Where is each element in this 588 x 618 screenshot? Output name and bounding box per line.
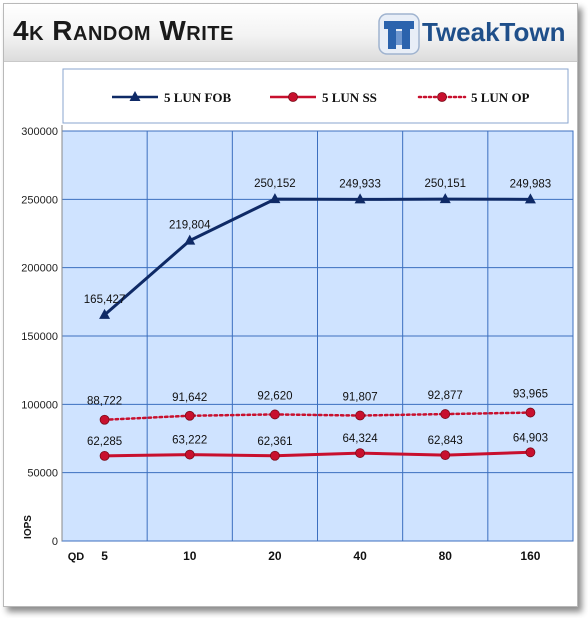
data-label: 92,620 [257,390,292,402]
x-tick-label: 80 [439,549,453,563]
y-tick-label: 250000 [21,194,58,206]
data-label: 62,843 [428,435,463,447]
data-label: 88,722 [87,396,122,408]
data-label: 62,285 [87,436,122,448]
line-chart: 5 LUN FOB 5 LUN SS 5 LUN OP 0 50000 100000 15… [21,68,574,563]
logo-text: TweakTown [422,17,566,47]
data-label: 64,903 [513,432,548,444]
data-point [99,308,111,319]
legend-marker [437,92,447,102]
legend: 5 LUN FOB 5 LUN SS 5 LUN OP [62,68,569,124]
data-point [525,447,536,458]
y-tick-label: 50000 [27,468,58,480]
axes: 0 50000 100000 150000 200000 250000 300000 5 10 2… [21,125,541,563]
data-label: 249,983 [510,178,552,190]
data-point [99,414,110,425]
data-point [269,193,281,204]
y-axis-title: IOPS [23,515,34,539]
x-tick-label: 5 [101,549,108,563]
data-label: 63,222 [172,435,207,447]
data-label: 92,877 [428,390,463,402]
data-label: 219,804 [169,220,211,232]
legend-label: 5 LUN OP [471,90,530,105]
data-label: 249,933 [339,178,381,190]
x-tick-label: 40 [353,549,367,563]
y-tick-label: 200000 [21,263,58,275]
data-label: 91,807 [342,392,377,404]
x-tick-label: 10 [183,549,197,563]
legend-label: 5 LUN FOB [164,90,232,105]
data-point [440,450,451,461]
series-line [103,411,532,421]
legend-marker [288,92,298,102]
data-point [354,193,366,204]
y-tick-label: 300000 [21,126,58,138]
data-point [439,193,451,204]
data-point [184,410,195,421]
y-tick-label: 100000 [21,399,58,411]
tweaktown-logo-icon [378,13,420,55]
tweaktown-logo: TweakTown [377,12,572,56]
data-label: 62,361 [257,436,292,448]
data-point [270,450,280,461]
data-point [270,409,280,420]
data-label: 250,151 [424,178,466,190]
data-point [184,449,195,460]
x-axis-title: QD [68,551,85,563]
data-label: 64,324 [342,433,378,445]
series-line [104,450,531,458]
data-point [355,410,365,421]
x-tick-label: 20 [268,549,282,563]
chart-title: 4k Random Write [13,15,234,46]
legend-marker [129,91,141,101]
data-label: 165,427 [84,294,126,306]
chart-frame: 4k Random Write TweakTown 5 LUN FOB 5 LUN… [3,3,578,607]
series [99,193,536,461]
y-tick-label: 150000 [21,331,58,343]
data-label: 250,152 [254,178,296,190]
data-point [524,193,536,204]
data-point [525,407,536,418]
plot-area [61,130,574,542]
x-tick-label: 160 [520,549,540,563]
data-label: 91,642 [172,392,207,404]
data-point [184,234,196,245]
series-line [103,197,531,317]
data-point [355,448,365,458]
data-point [99,450,110,461]
data-labels: 165,427 219,804 250,152 249,933 250,151 249,9… [84,178,551,448]
data-label: 93,965 [513,389,548,401]
chart-header: 4k Random Write TweakTown [4,4,577,62]
y-tick-label: 0 [52,536,58,548]
data-point [440,409,451,419]
legend-label: 5 LUN SS [322,90,377,105]
